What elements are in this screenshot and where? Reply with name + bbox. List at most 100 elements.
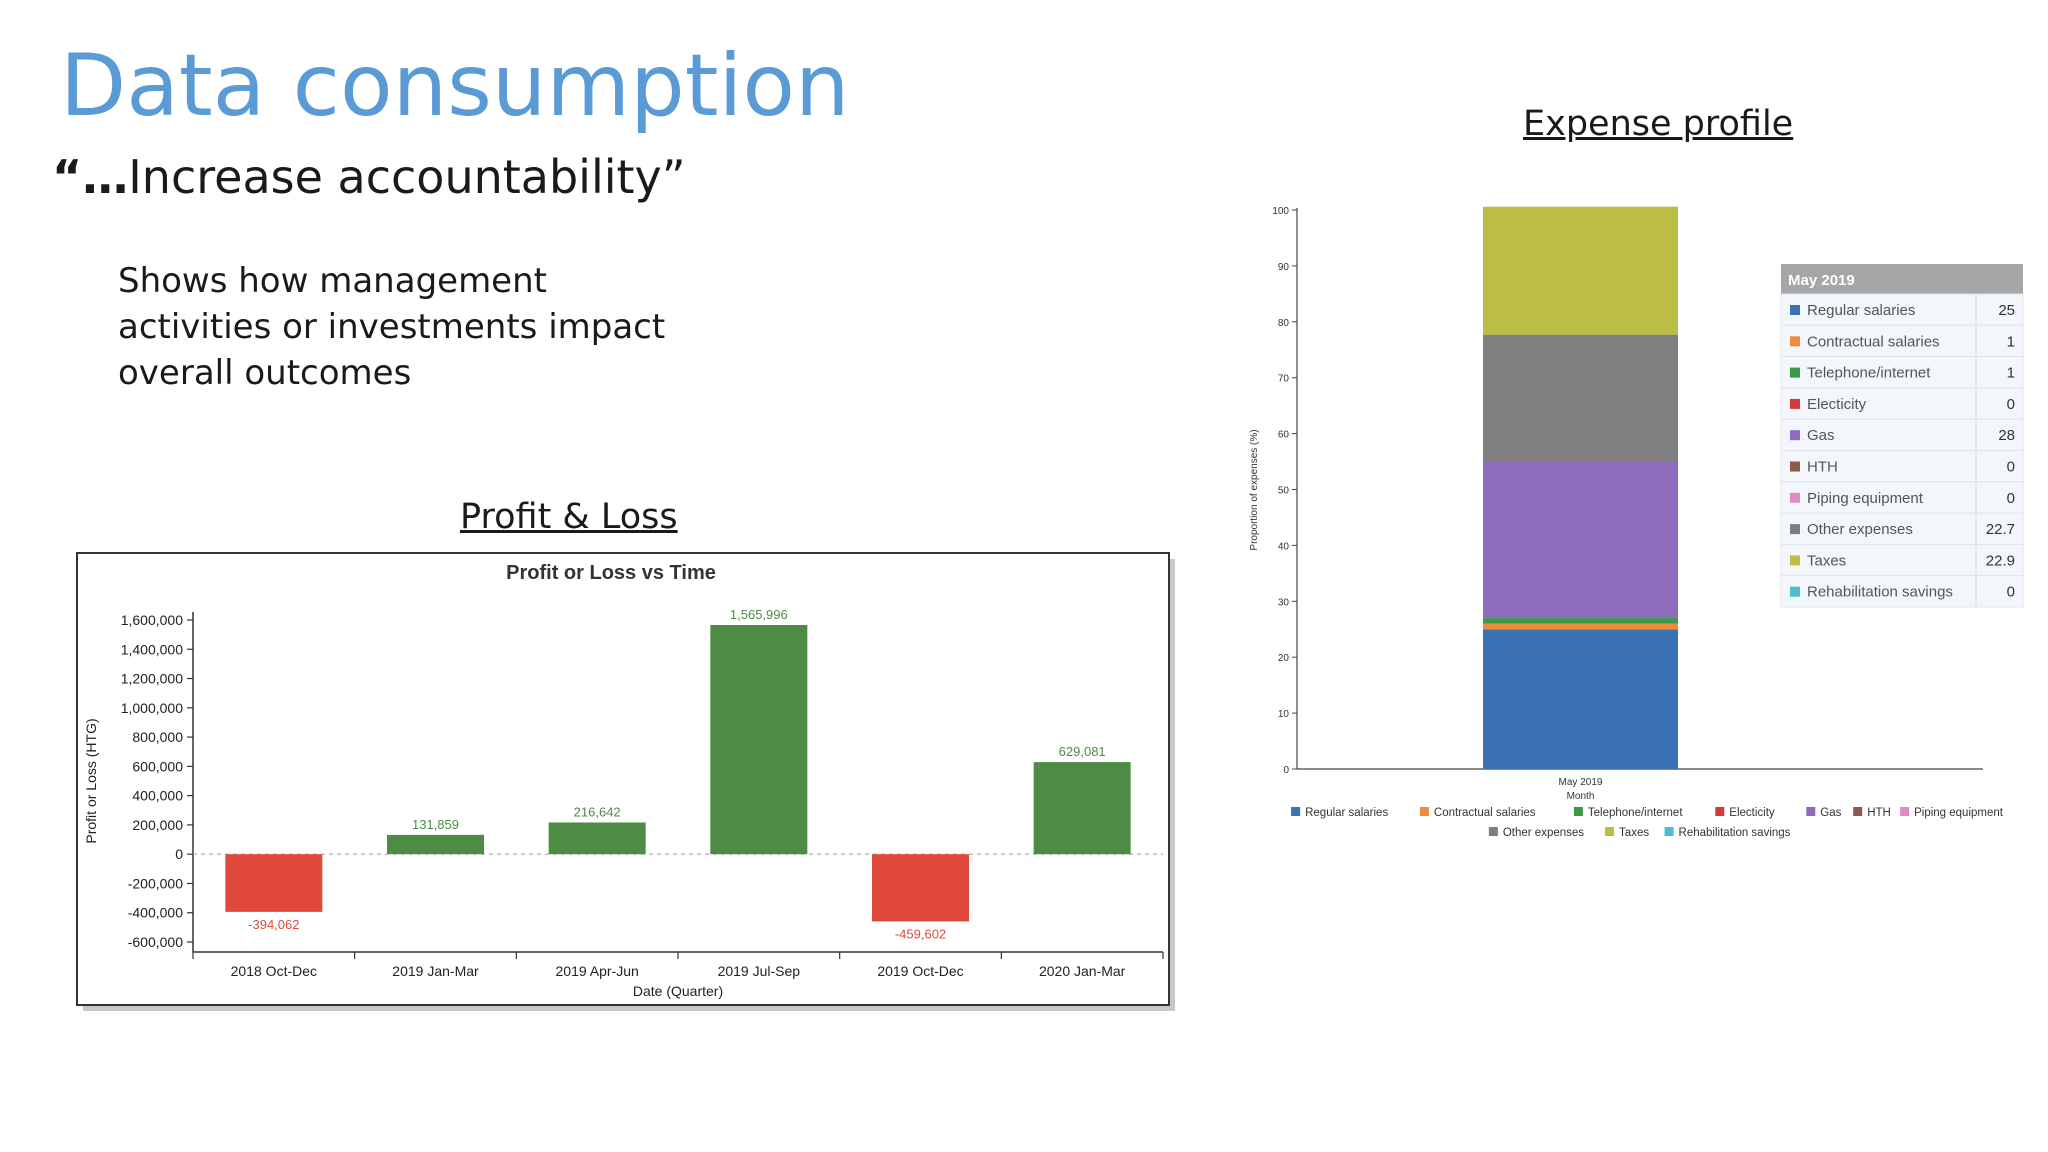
stack-segment-1 [1483,623,1678,630]
y-tick-label: 80 [1278,318,1290,329]
legend-label: Regular salaries [1305,807,1388,819]
y-tick-label: 20 [1278,653,1290,664]
bar-4 [872,854,969,922]
tooltip-row-value: 0 [2007,459,2015,476]
tooltip-row-label: Telephone/internet [1807,365,1931,382]
x-tick-label: 2019 Apr-Jun [556,963,639,979]
tooltip-swatch [1790,336,1800,347]
tooltip-row [1780,324,2024,358]
legend-label: Telephone/internet [1588,807,1683,819]
bar-3 [710,624,808,855]
stack-segment-0 [1483,629,1678,769]
bar-1 [387,834,484,855]
bar-5 [1033,762,1131,855]
tooltip-row-label: Gas [1807,427,1835,444]
stack-segment-7 [1483,334,1678,462]
tooltip-row-value: 25 [1998,302,2015,319]
x-tick-label: May 2019 [1559,777,1603,788]
y-tick-label: 1,200,000 [121,671,183,687]
tooltip-swatch [1790,555,1800,566]
x-tick-label: 2019 Jul-Sep [718,963,801,979]
stack-segment-2 [1483,618,1678,624]
tooltip-title: May 2019 [1788,272,1855,289]
legend-label: Contractual salaries [1434,807,1536,819]
y-tick-label: 50 [1278,486,1290,497]
x-tick-label: 2019 Oct-Dec [877,963,963,979]
x-tick-label: 2020 Jan-Mar [1039,963,1126,979]
tooltip-row [1780,450,2024,483]
legend-swatch [1419,807,1429,816]
y-tick-label: 200,000 [132,817,183,833]
slide-title: Data consumption [60,36,850,136]
subtitle-text: Increase accountability” [128,150,686,204]
tooltip-row [1780,418,2024,451]
tooltip-swatch [1790,367,1800,378]
tooltip-row-value: 0 [2007,584,2015,601]
stack-segment-4 [1483,461,1678,619]
y-tick-label: 0 [175,846,183,862]
legend-label: Rehabilitation savings [1679,827,1791,839]
y-tick-label: 400,000 [132,788,183,804]
x-tick-label: 2018 Oct-Dec [231,963,317,979]
profit-loss-chart: Profit or Loss vs Time 1,600,000 1,400,000… [76,552,1175,1011]
tooltip-row-label: HTH [1807,459,1838,476]
x-tick-label: 2019 Jan-Mar [392,963,479,979]
tooltip-row-value: 22.9 [1986,552,2015,569]
y-tick-label: 30 [1278,597,1290,608]
tooltip-swatch [1790,492,1800,503]
chart-frame [76,552,1170,1006]
legend-swatch [1715,807,1725,816]
tooltip-row-label: Contractual salaries [1807,333,1940,350]
legend-label: HTH [1867,807,1891,819]
tooltip-row-label: Rehabilitation savings [1807,584,1953,601]
tooltip-swatch [1790,461,1800,472]
tooltip-row-label: Piping equipment [1807,490,1924,507]
subtitle-ellipsis: “… [52,150,129,204]
tooltip-row-value: 1 [2007,365,2015,382]
bar-0 [225,854,323,912]
legend-label: Electicity [1729,807,1775,819]
y-axis-label: Proportion of expenses (%) [1249,429,1260,550]
y-tick-label: 1,000,000 [121,700,183,716]
legend-label: Gas [1820,807,1841,819]
slide-subtitle: “…Increase accountability” [52,150,686,204]
slide-body-text: Shows how management activities or inves… [118,261,666,393]
legend-swatch [1806,807,1816,816]
tooltip-row-value: 0 [2007,396,2015,413]
tooltip-swatch [1790,430,1800,441]
tooltip-row-label: Other expenses [1807,521,1913,538]
x-axis-label: Date (Quarter) [633,983,723,999]
y-tick-label: 1,400,000 [121,641,183,657]
tooltip-swatch [1790,586,1800,597]
y-tick-label: 600,000 [132,758,183,774]
tooltip-row-value: 22.7 [1986,521,2015,538]
data-label: -459,602 [895,926,946,941]
stack-segment-8 [1483,206,1678,335]
tooltip-swatch [1790,524,1800,535]
legend-swatch [1488,827,1498,836]
y-tick-label: -600,000 [128,934,183,950]
tooltip-row-value: 0 [2007,490,2015,507]
legend-swatch [1900,807,1910,816]
tooltip-swatch [1790,398,1800,409]
tooltip-header [1781,264,2023,294]
y-tick-label: 10 [1278,709,1290,720]
tooltip-row-label: Electicity [1807,396,1867,413]
tooltip-swatch [1790,305,1800,315]
data-label: 629,081 [1059,744,1106,759]
tooltip-row [1780,575,2024,608]
data-label: 131,859 [412,817,459,832]
tooltip-row-value: 28 [1998,427,2015,444]
y-tick-label: 800,000 [132,729,183,745]
legend-label: Taxes [1619,827,1649,839]
tooltip-row [1780,387,2024,420]
x-axis-label: Month [1567,791,1595,802]
bar-2 [548,822,646,855]
y-tick-label: 100 [1272,206,1289,217]
legend-label: Piping equipment [1914,807,2004,819]
legend-swatch [1853,807,1863,816]
y-tick-label: -200,000 [128,875,183,891]
legend-swatch [1605,827,1615,836]
legend-swatch [1664,827,1674,836]
